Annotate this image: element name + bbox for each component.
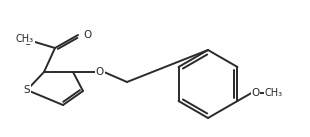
Text: O: O (24, 37, 32, 47)
Text: O: O (251, 88, 259, 98)
Text: O: O (83, 30, 91, 40)
Text: O: O (96, 67, 104, 77)
Text: CH₃: CH₃ (264, 88, 282, 98)
Text: S: S (24, 85, 30, 95)
Text: CH₃: CH₃ (16, 34, 34, 44)
